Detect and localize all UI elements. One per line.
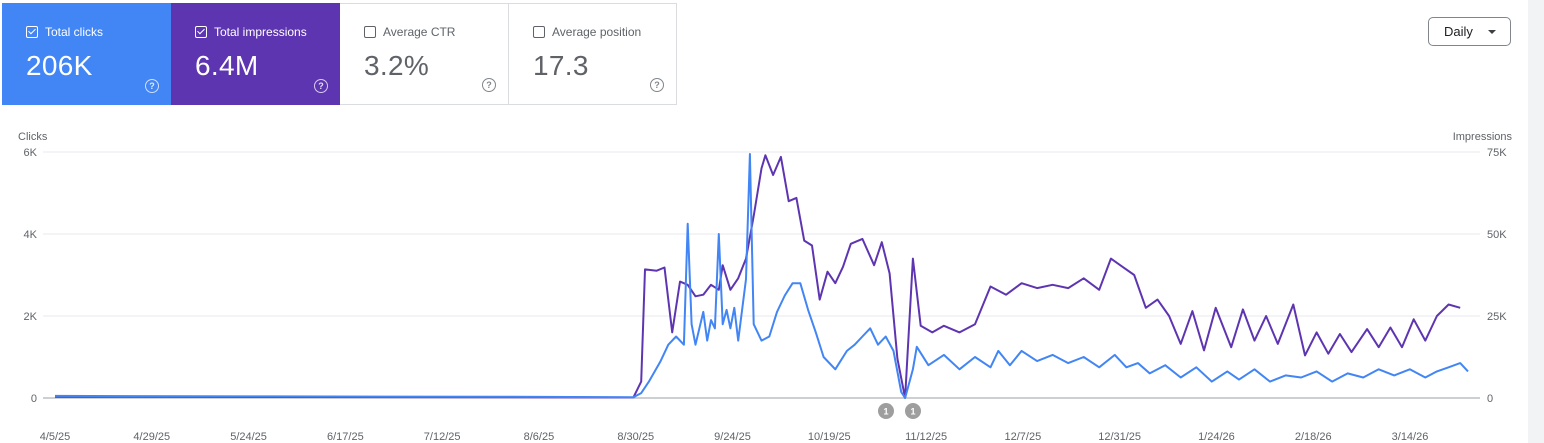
clicks-series-line [54,153,1469,399]
average-ctr-card[interactable]: Average CTR 3.2% ? [340,3,509,105]
x-axis-tick-label: 1/24/26 [1198,431,1235,443]
x-axis-tick-label: 6/17/25 [327,431,364,443]
x-axis-tick-label: 12/31/25 [1098,431,1141,443]
x-axis-tick-label: 5/24/25 [230,431,267,443]
left-axis-tick-label: 2K [24,311,38,323]
right-axis-title: Impressions [1453,131,1513,143]
annotation-marker[interactable]: 1 [905,403,921,419]
period-dropdown[interactable]: Daily [1428,17,1511,46]
average-position-card[interactable]: Average position 17.3 ? [509,3,677,105]
annotation-label: 1 [910,407,915,417]
x-axis-tick-label: 3/14/26 [1392,431,1429,443]
annotation-label: 1 [883,407,888,417]
total-impressions-label: Total impressions [214,25,307,39]
x-axis-tick-label: 4/5/25 [40,431,71,443]
x-axis-tick-label: 11/12/25 [905,431,947,443]
chart-series [54,153,1469,399]
checkbox-unchecked-icon[interactable] [533,26,545,38]
right-axis-ticks: 0 25K 50K 75K [1487,147,1507,405]
x-axis-tick-label: 8/6/25 [524,431,555,443]
help-icon[interactable]: ? [314,79,328,93]
x-axis-tick-label: 9/24/25 [714,431,751,443]
right-axis-tick-label: 50K [1487,229,1507,241]
total-impressions-card-header: Total impressions [195,23,340,41]
total-impressions-card[interactable]: Total impressions 6.4M ? [171,3,340,105]
help-icon[interactable]: ? [482,78,496,92]
impressions-series-line [54,154,1461,399]
left-axis-tick-label: 4K [24,229,38,241]
left-axis-tick-label: 6K [24,147,38,159]
right-axis-tick-label: 25K [1487,311,1507,323]
left-axis-tick-label: 0 [31,393,37,405]
left-axis-title: Clicks [18,131,48,143]
caret-down-icon [1488,30,1496,34]
checkbox-checked-icon[interactable] [195,26,207,38]
annotation-marker[interactable]: 1 [878,403,894,419]
help-icon[interactable]: ? [650,78,664,92]
average-ctr-value: 3.2% [364,50,430,81]
period-dropdown-label: Daily [1444,24,1473,39]
help-icon[interactable]: ? [145,79,159,93]
total-impressions-value: 6.4M [195,50,259,81]
x-axis-tick-label: 7/12/25 [424,431,461,443]
x-axis-tick-label: 10/19/25 [808,431,851,443]
average-position-label: Average position [552,25,642,39]
left-axis-ticks: 0 2K 4K 6K [24,147,38,405]
total-clicks-card-header: Total clicks [26,23,171,41]
x-axis-tick-label: 12/7/25 [1005,431,1042,443]
x-axis-tick-label: 4/29/25 [133,431,170,443]
average-position-value: 17.3 [533,50,589,81]
x-axis-tick-label: 8/30/25 [617,431,654,443]
chart-gridlines [43,151,1480,399]
right-axis-tick-label: 0 [1487,393,1493,405]
average-position-card-header: Average position [533,23,676,41]
annotation-circle [905,403,921,419]
total-clicks-card[interactable]: Total clicks 206K ? [2,3,171,105]
checkbox-unchecked-icon[interactable] [364,26,376,38]
x-axis-tick-label: 2/18/26 [1295,431,1332,443]
total-clicks-label: Total clicks [45,25,104,39]
annotation-circle [878,403,894,419]
checkbox-checked-icon[interactable] [26,26,38,38]
total-clicks-value: 206K [26,50,93,81]
average-ctr-label: Average CTR [383,25,456,39]
x-axis-ticks: 4/5/25 4/29/25 5/24/25 6/17/25 7/12/25 8/6/25… [40,431,1429,443]
average-ctr-card-header: Average CTR [364,23,508,41]
right-axis-tick-label: 75K [1487,147,1507,159]
